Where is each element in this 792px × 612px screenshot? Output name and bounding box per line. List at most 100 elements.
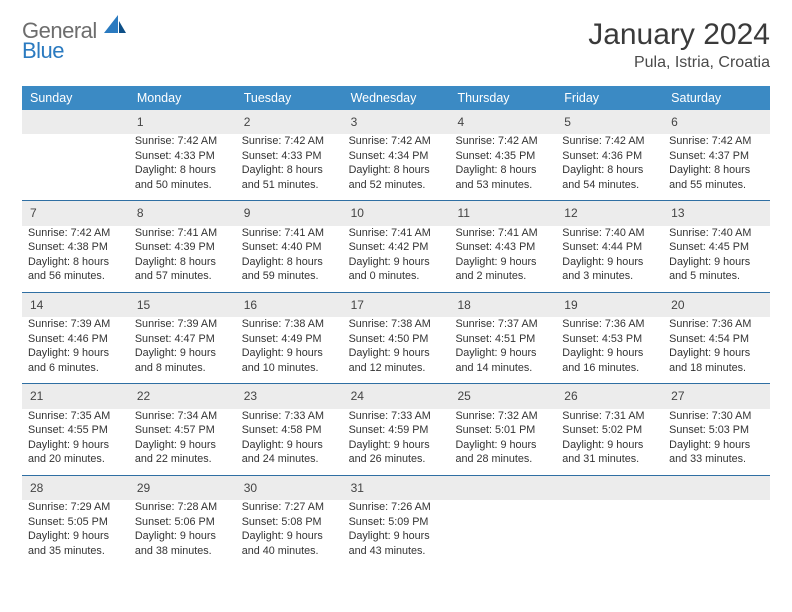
sunrise-line: Sunrise: 7:36 AM [669,317,764,332]
daylight-line: Daylight: 9 hours and 12 minutes. [349,346,444,375]
daynum-22: 22 [129,384,236,408]
daynum-6: 6 [663,110,770,134]
weekday-sunday: Sunday [22,86,129,110]
weekday-monday: Monday [129,86,236,110]
sunset-line: Sunset: 4:49 PM [242,332,337,347]
day-30: Sunrise: 7:27 AMSunset: 5:08 PMDaylight:… [236,500,343,566]
daynum-26: 26 [556,384,663,408]
sunrise-line: Sunrise: 7:40 AM [562,226,657,241]
week-daynum-row: 21222324252627 [22,383,770,408]
week-content-row: Sunrise: 7:42 AMSunset: 4:33 PMDaylight:… [22,134,770,200]
daynum-3: 3 [343,110,450,134]
daynum-30: 30 [236,476,343,500]
daylight-line: Daylight: 9 hours and 35 minutes. [28,529,123,558]
page-header: General Blue January 2024 Pula, Istria, … [22,18,770,72]
day-12: Sunrise: 7:40 AMSunset: 4:44 PMDaylight:… [556,226,663,292]
daynum-8: 8 [129,201,236,225]
day-31: Sunrise: 7:26 AMSunset: 5:09 PMDaylight:… [343,500,450,566]
sunset-line: Sunset: 4:35 PM [455,149,550,164]
day-25: Sunrise: 7:32 AMSunset: 5:01 PMDaylight:… [449,409,556,475]
sunrise-line: Sunrise: 7:42 AM [669,134,764,149]
daynum-17: 17 [343,293,450,317]
daylight-line: Daylight: 9 hours and 16 minutes. [562,346,657,375]
sunrise-line: Sunrise: 7:30 AM [669,409,764,424]
sunrise-line: Sunrise: 7:38 AM [242,317,337,332]
daylight-line: Daylight: 8 hours and 53 minutes. [455,163,550,192]
sunset-line: Sunset: 4:44 PM [562,240,657,255]
daynum-9: 9 [236,201,343,225]
daynum-24: 24 [343,384,450,408]
location: Pula, Istria, Croatia [588,54,770,72]
daylight-line: Daylight: 9 hours and 26 minutes. [349,438,444,467]
daylight-line: Daylight: 9 hours and 18 minutes. [669,346,764,375]
sunrise-line: Sunrise: 7:42 AM [28,226,123,241]
day-16: Sunrise: 7:38 AMSunset: 4:49 PMDaylight:… [236,317,343,383]
daynum-1: 1 [129,110,236,134]
sunset-line: Sunset: 4:33 PM [135,149,230,164]
logo: General Blue [22,18,126,64]
sunset-line: Sunset: 4:34 PM [349,149,444,164]
sunrise-line: Sunrise: 7:26 AM [349,500,444,515]
sunset-line: Sunset: 4:39 PM [135,240,230,255]
day-18: Sunrise: 7:37 AMSunset: 4:51 PMDaylight:… [449,317,556,383]
weekday-header: SundayMondayTuesdayWednesdayThursdayFrid… [22,86,770,110]
logo-word2: Blue [22,38,64,63]
daynum-13: 13 [663,201,770,225]
daynum-29: 29 [129,476,236,500]
sunset-line: Sunset: 4:51 PM [455,332,550,347]
daynum-14: 14 [22,293,129,317]
day-2: Sunrise: 7:42 AMSunset: 4:33 PMDaylight:… [236,134,343,200]
day-29: Sunrise: 7:28 AMSunset: 5:06 PMDaylight:… [129,500,236,566]
daynum-27: 27 [663,384,770,408]
sunrise-line: Sunrise: 7:34 AM [135,409,230,424]
day-26: Sunrise: 7:31 AMSunset: 5:02 PMDaylight:… [556,409,663,475]
daynum-11: 11 [449,201,556,225]
daynum-19: 19 [556,293,663,317]
daynum-10: 10 [343,201,450,225]
day-3: Sunrise: 7:42 AMSunset: 4:34 PMDaylight:… [343,134,450,200]
daynum-empty [449,476,556,500]
sunrise-line: Sunrise: 7:41 AM [135,226,230,241]
weekday-friday: Friday [556,86,663,110]
day-11: Sunrise: 7:41 AMSunset: 4:43 PMDaylight:… [449,226,556,292]
day-7: Sunrise: 7:42 AMSunset: 4:38 PMDaylight:… [22,226,129,292]
daynum-25: 25 [449,384,556,408]
daylight-line: Daylight: 9 hours and 22 minutes. [135,438,230,467]
sunset-line: Sunset: 4:42 PM [349,240,444,255]
weekday-saturday: Saturday [663,86,770,110]
daynum-empty [22,110,129,134]
daylight-line: Daylight: 9 hours and 14 minutes. [455,346,550,375]
calendar: SundayMondayTuesdayWednesdayThursdayFrid… [22,86,770,566]
weekday-tuesday: Tuesday [236,86,343,110]
sunrise-line: Sunrise: 7:39 AM [135,317,230,332]
sunrise-line: Sunrise: 7:38 AM [349,317,444,332]
day-empty [663,500,770,566]
week-content-row: Sunrise: 7:39 AMSunset: 4:46 PMDaylight:… [22,317,770,383]
daynum-empty [663,476,770,500]
day-1: Sunrise: 7:42 AMSunset: 4:33 PMDaylight:… [129,134,236,200]
daylight-line: Daylight: 9 hours and 3 minutes. [562,255,657,284]
daylight-line: Daylight: 8 hours and 55 minutes. [669,163,764,192]
daynum-16: 16 [236,293,343,317]
day-empty [22,134,129,200]
sunset-line: Sunset: 5:05 PM [28,515,123,530]
daylight-line: Daylight: 9 hours and 38 minutes. [135,529,230,558]
sunrise-line: Sunrise: 7:42 AM [562,134,657,149]
sunset-line: Sunset: 4:50 PM [349,332,444,347]
day-20: Sunrise: 7:36 AMSunset: 4:54 PMDaylight:… [663,317,770,383]
week-content-row: Sunrise: 7:35 AMSunset: 4:55 PMDaylight:… [22,409,770,475]
daynum-4: 4 [449,110,556,134]
daynum-5: 5 [556,110,663,134]
sunrise-line: Sunrise: 7:28 AM [135,500,230,515]
daylight-line: Daylight: 9 hours and 20 minutes. [28,438,123,467]
daynum-7: 7 [22,201,129,225]
daynum-15: 15 [129,293,236,317]
day-6: Sunrise: 7:42 AMSunset: 4:37 PMDaylight:… [663,134,770,200]
daylight-line: Daylight: 8 hours and 56 minutes. [28,255,123,284]
sunrise-line: Sunrise: 7:41 AM [349,226,444,241]
daylight-line: Daylight: 9 hours and 5 minutes. [669,255,764,284]
day-4: Sunrise: 7:42 AMSunset: 4:35 PMDaylight:… [449,134,556,200]
sunrise-line: Sunrise: 7:42 AM [135,134,230,149]
daylight-line: Daylight: 9 hours and 40 minutes. [242,529,337,558]
sunrise-line: Sunrise: 7:36 AM [562,317,657,332]
